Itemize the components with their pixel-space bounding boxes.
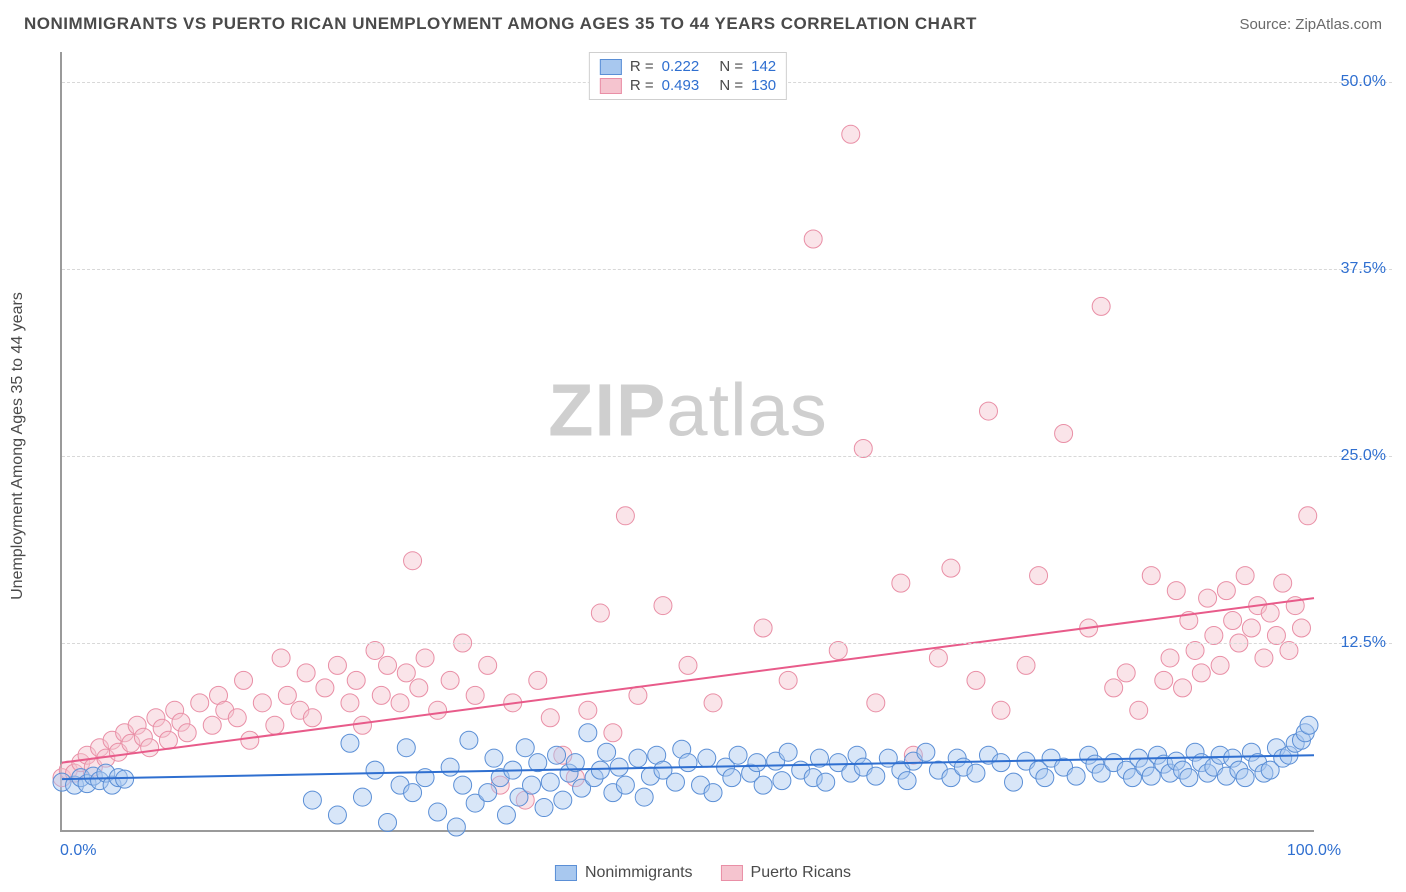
legend-bottom: Nonimmigrants Puerto Ricans <box>555 864 851 882</box>
legend-stats-row-0: R = 0.222 N = 142 <box>600 57 776 76</box>
plot-inner: ZIPatlas R = 0.222 N = 142 R = 0.493 N =… <box>60 52 1314 832</box>
swatch-puertoricans <box>600 78 622 94</box>
ytick-2: 37.5% <box>1341 260 1386 278</box>
plot-area: ZIPatlas R = 0.222 N = 142 R = 0.493 N =… <box>60 52 1392 832</box>
xtick-1: 100.0% <box>1287 842 1341 860</box>
legend-label-1: Puerto Ricans <box>751 864 852 882</box>
r-label-1: R = <box>630 77 654 94</box>
swatch-bottom-puertoricans <box>721 865 743 881</box>
swatch-bottom-nonimmigrants <box>555 865 577 881</box>
y-axis-label: Unemployment Among Ages 35 to 44 years <box>9 292 27 600</box>
legend-stats-row-1: R = 0.493 N = 130 <box>600 76 776 95</box>
legend-label-0: Nonimmigrants <box>585 864 693 882</box>
r-label-0: R = <box>630 58 654 75</box>
n-label-0: N = <box>719 58 743 75</box>
n-value-0: 142 <box>751 58 776 75</box>
scatter-svg <box>62 52 1314 830</box>
ytick-3: 50.0% <box>1341 73 1386 91</box>
source-label: Source: ZipAtlas.com <box>1239 16 1382 33</box>
xtick-0: 0.0% <box>60 842 96 860</box>
r-value-1: 0.493 <box>662 77 700 94</box>
header: NONIMMIGRANTS VS PUERTO RICAN UNEMPLOYME… <box>24 14 1382 34</box>
r-value-0: 0.222 <box>662 58 700 75</box>
ytick-0: 12.5% <box>1341 634 1386 652</box>
legend-item-nonimmigrants: Nonimmigrants <box>555 864 693 882</box>
swatch-nonimmigrants <box>600 59 622 75</box>
n-label-1: N = <box>719 77 743 94</box>
legend-stats: R = 0.222 N = 142 R = 0.493 N = 130 <box>589 52 787 100</box>
ytick-1: 25.0% <box>1341 447 1386 465</box>
legend-item-puertoricans: Puerto Ricans <box>721 864 852 882</box>
chart-title: NONIMMIGRANTS VS PUERTO RICAN UNEMPLOYME… <box>24 14 977 34</box>
n-value-1: 130 <box>751 77 776 94</box>
